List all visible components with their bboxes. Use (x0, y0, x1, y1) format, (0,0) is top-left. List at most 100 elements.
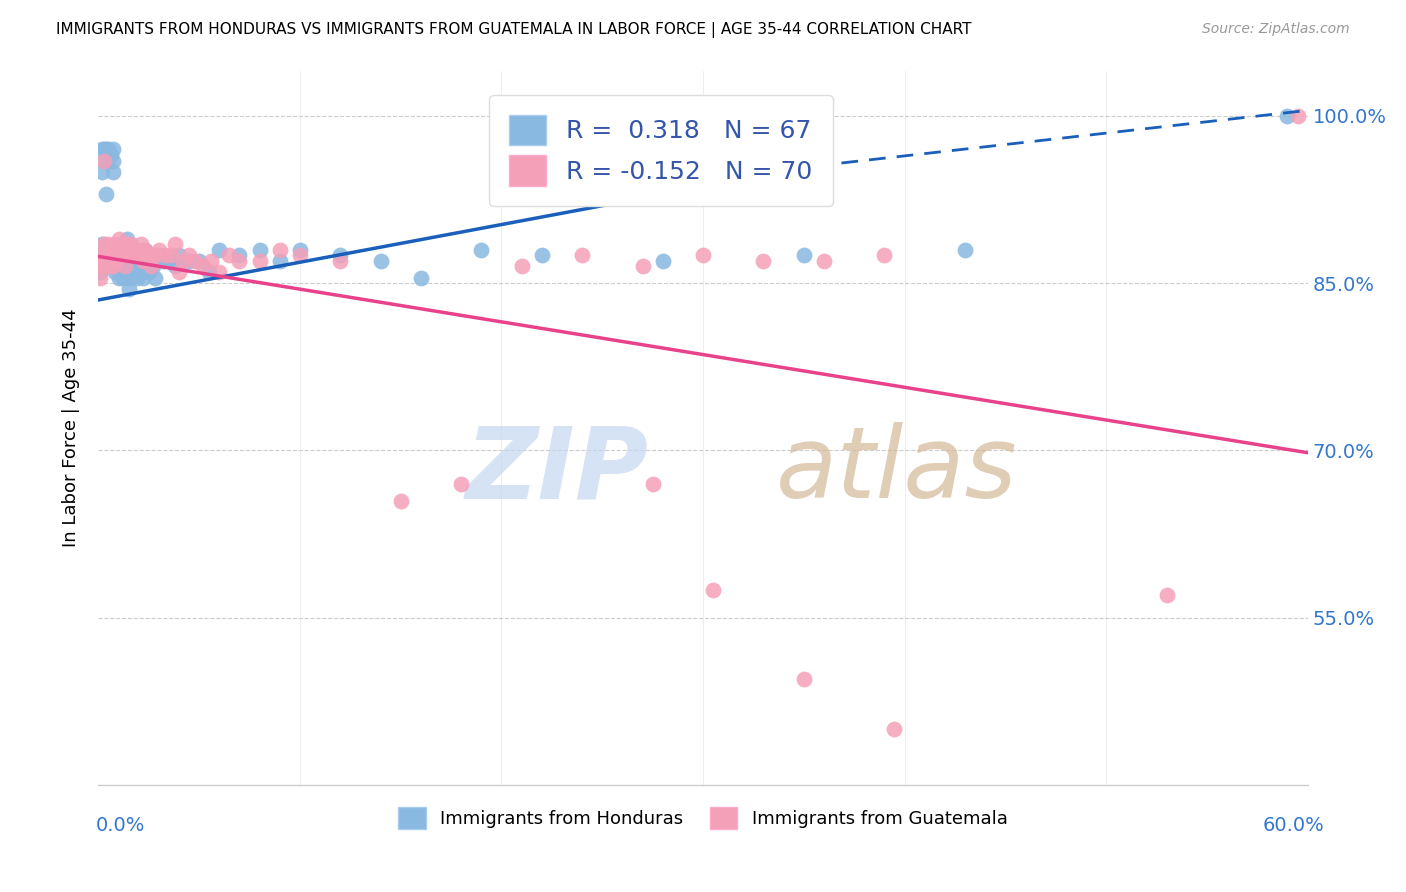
Point (118, 270, 141, 285)
Point (208, 265, 231, 279)
Point (97, 248, 120, 262)
Point (124, 260, 146, 274)
Point (470, 243, 492, 257)
Point (167, 248, 190, 262)
Point (228, 254, 250, 268)
Point (208, 243, 231, 257)
Point (110, 243, 132, 257)
Point (142, 260, 165, 274)
Point (389, 493, 412, 508)
Point (89, 265, 111, 279)
Point (96, 260, 118, 274)
Point (143, 248, 166, 262)
Point (115, 237, 138, 252)
Text: atlas: atlas (776, 423, 1017, 519)
Point (89, 254, 111, 268)
Point (124, 243, 146, 257)
Point (1286, 109, 1309, 123)
Point (111, 270, 134, 285)
Point (218, 248, 240, 262)
Point (91, 164, 114, 178)
Point (93, 153, 115, 168)
Point (172, 254, 194, 268)
Point (121, 254, 143, 268)
Point (329, 254, 352, 268)
Text: ZIP: ZIP (465, 423, 648, 519)
Point (179, 254, 201, 268)
Point (883, 723, 905, 737)
Point (118, 282, 141, 296)
Point (101, 260, 124, 274)
Point (288, 248, 311, 262)
Point (188, 254, 211, 268)
Point (510, 260, 533, 274)
Point (193, 260, 215, 274)
Y-axis label: In Labor Force | Age 35-44: In Labor Force | Age 35-44 (62, 309, 80, 548)
Point (873, 248, 896, 262)
Point (97, 248, 120, 262)
Point (142, 248, 165, 262)
Point (163, 260, 186, 274)
Point (148, 243, 170, 257)
Point (793, 672, 815, 686)
Point (752, 254, 775, 268)
Point (793, 248, 815, 262)
Point (101, 143, 124, 157)
Point (269, 243, 291, 257)
Point (139, 248, 162, 262)
Text: IMMIGRANTS FROM HONDURAS VS IMMIGRANTS FROM GUATEMALA IN LABOR FORCE | AGE 35-44: IMMIGRANTS FROM HONDURAS VS IMMIGRANTS F… (56, 22, 972, 38)
Point (702, 582, 724, 597)
Point (91, 248, 114, 262)
Point (121, 248, 143, 262)
Point (103, 248, 125, 262)
Point (89, 270, 111, 285)
Point (139, 260, 162, 274)
Point (288, 243, 311, 257)
Point (107, 260, 129, 274)
Point (135, 248, 157, 262)
Point (100, 148, 122, 162)
Point (96, 187, 118, 202)
Point (1156, 589, 1178, 603)
Point (132, 270, 155, 285)
Point (228, 248, 250, 262)
Point (114, 265, 136, 279)
Point (101, 248, 124, 262)
Point (198, 265, 221, 279)
Point (641, 476, 664, 491)
Point (134, 243, 156, 257)
Point (97, 237, 120, 252)
Point (125, 243, 148, 257)
Point (91, 143, 114, 157)
Point (103, 237, 125, 252)
Point (91, 260, 114, 274)
Point (103, 254, 125, 268)
Point (96, 248, 118, 262)
Point (103, 265, 125, 279)
Point (148, 248, 170, 262)
Text: Source: ZipAtlas.com: Source: ZipAtlas.com (1202, 22, 1350, 37)
Point (160, 248, 183, 262)
Text: 60.0%: 60.0% (1263, 816, 1324, 835)
Point (114, 248, 136, 262)
Point (105, 254, 128, 268)
Point (143, 270, 166, 285)
Point (110, 248, 132, 262)
Point (93, 153, 115, 168)
Point (134, 243, 156, 257)
Point (111, 243, 134, 257)
Point (813, 254, 835, 268)
Point (105, 243, 128, 257)
Point (101, 164, 124, 178)
Point (107, 270, 129, 285)
Point (107, 232, 129, 246)
Point (157, 254, 180, 268)
Point (249, 243, 271, 257)
Point (152, 254, 174, 268)
Point (184, 254, 207, 268)
Point (1277, 109, 1299, 123)
Point (167, 265, 190, 279)
Point (100, 260, 122, 274)
Point (107, 243, 129, 257)
Point (111, 237, 134, 252)
